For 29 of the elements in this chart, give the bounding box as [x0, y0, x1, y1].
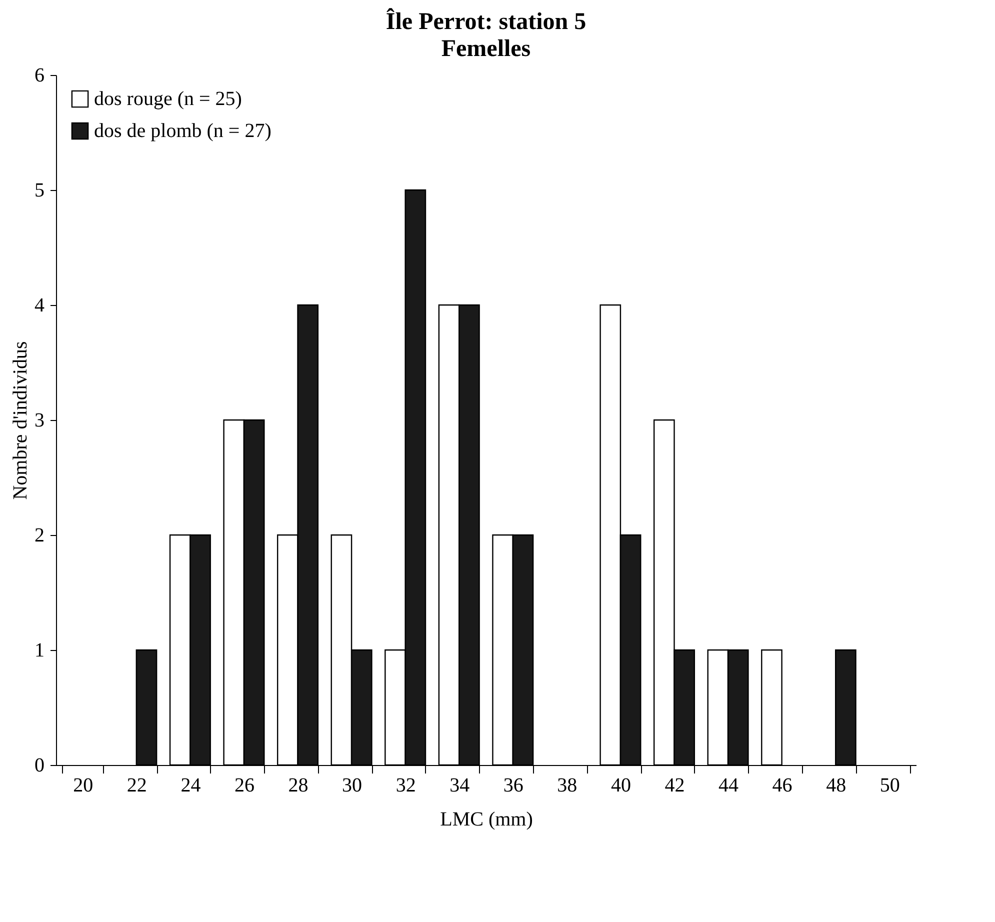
chart-subtitle: Femelles [441, 36, 531, 62]
x-tick-label: 38 [557, 774, 578, 796]
y-tick-label: 0 [34, 754, 44, 776]
x-tick-label: 26 [234, 774, 254, 796]
chart-title: Île Perrot: station 5 [386, 8, 586, 35]
x-axis-title: LMC (mm) [440, 808, 533, 830]
x-tick-label: 44 [718, 774, 739, 796]
x-tick-label: 22 [126, 774, 147, 796]
legend-label: dos de plomb (n = 27) [94, 120, 272, 142]
y-tick-label: 6 [34, 64, 44, 86]
x-tick-label: 24 [180, 774, 201, 796]
x-tick-label: 34 [450, 774, 470, 796]
x-tick-label: 32 [396, 774, 416, 796]
x-tick-label: 30 [342, 774, 362, 796]
legend-label: dos rouge (n = 25) [94, 88, 242, 110]
y-axis-title: Nombre d'individus [10, 340, 32, 500]
x-tick-label: 40 [610, 774, 631, 796]
y-tick-label: 4 [34, 294, 44, 316]
y-tick-label: 5 [34, 180, 44, 202]
x-tick-label: 28 [288, 774, 308, 796]
y-tick-label: 3 [34, 410, 44, 432]
x-tick-label: 50 [880, 774, 900, 796]
y-tick-label: 1 [34, 640, 44, 662]
x-tick-label: 46 [772, 774, 792, 796]
x-tick-label: 36 [503, 774, 524, 796]
y-tick-label: 2 [34, 524, 44, 546]
x-tick-label: 48 [826, 774, 846, 796]
x-tick-label: 20 [73, 774, 94, 796]
x-tick-label: 42 [664, 774, 685, 796]
